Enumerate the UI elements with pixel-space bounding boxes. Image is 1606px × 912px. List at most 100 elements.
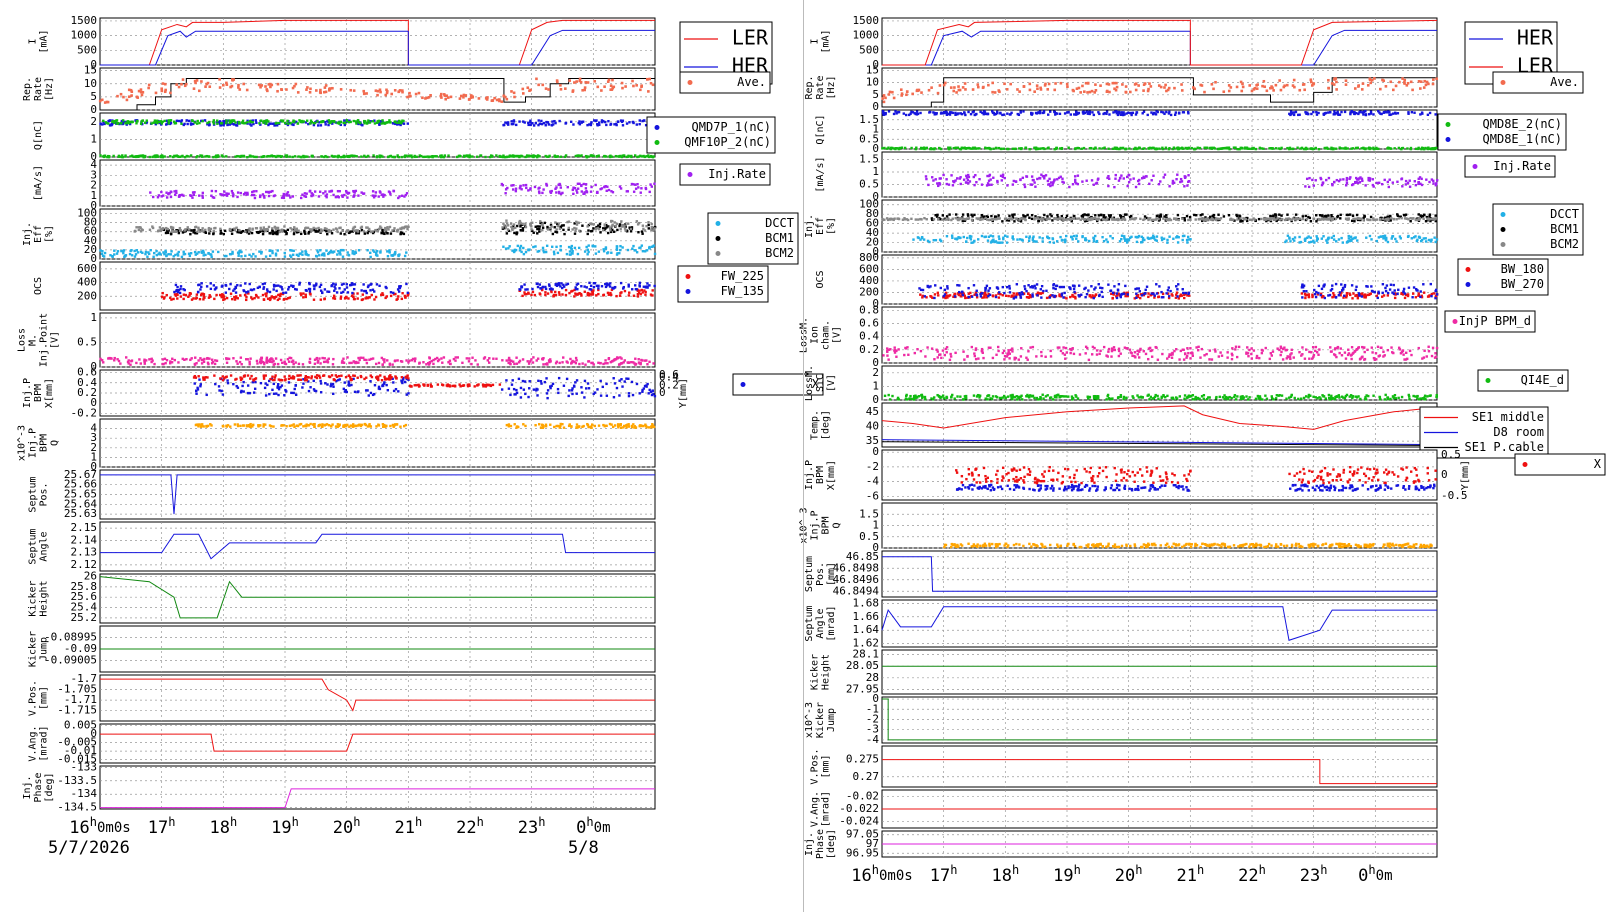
data-point xyxy=(374,376,378,379)
data-point xyxy=(1265,89,1269,93)
data-point xyxy=(1298,88,1302,92)
data-point xyxy=(268,155,271,158)
data-point xyxy=(381,292,384,295)
data-point xyxy=(218,293,222,297)
data-point xyxy=(1002,113,1006,116)
data-point xyxy=(245,229,248,232)
data-point xyxy=(172,255,175,258)
data-point xyxy=(570,389,574,392)
data-point xyxy=(565,252,569,256)
data-point xyxy=(538,155,541,158)
y-tick-label: 25.64 xyxy=(64,497,97,510)
data-point xyxy=(326,155,329,159)
data-point xyxy=(1387,147,1391,150)
data-point xyxy=(210,362,214,365)
data-point xyxy=(545,182,548,186)
data-point xyxy=(241,424,245,427)
data-point xyxy=(401,381,404,385)
data-point xyxy=(349,283,352,287)
legend-label: HER xyxy=(732,54,769,78)
y-axis-label: [V] xyxy=(50,331,61,349)
data-point xyxy=(888,90,892,94)
series-line-red xyxy=(100,733,655,752)
data-point xyxy=(1397,146,1401,150)
data-point xyxy=(495,154,498,157)
data-point xyxy=(251,227,254,230)
y-tick-label: -0.2 xyxy=(71,406,98,419)
data-point xyxy=(319,88,322,92)
data-point xyxy=(405,375,409,378)
data-point xyxy=(100,98,104,102)
data-point xyxy=(436,359,440,363)
data-point xyxy=(180,155,183,158)
data-point xyxy=(251,381,255,384)
data-point xyxy=(426,384,429,387)
data-point xyxy=(445,94,449,98)
data-point xyxy=(189,252,193,255)
data-point xyxy=(334,283,337,286)
y-tick-label: 10 xyxy=(84,77,97,90)
data-point xyxy=(543,380,547,384)
data-point xyxy=(266,297,270,300)
data-point xyxy=(199,383,202,386)
data-point xyxy=(504,155,507,159)
data-point xyxy=(231,194,235,198)
data-point xyxy=(634,357,637,360)
data-point xyxy=(442,155,446,159)
data-point xyxy=(577,154,580,157)
data-point xyxy=(170,298,173,301)
data-point xyxy=(952,146,955,150)
data-point xyxy=(371,231,375,235)
data-point xyxy=(232,382,235,386)
data-point xyxy=(232,357,235,360)
data-point xyxy=(652,244,656,247)
data-point xyxy=(222,295,225,299)
data-point xyxy=(625,426,628,429)
data-point xyxy=(969,112,973,116)
data-point xyxy=(357,361,360,364)
data-point xyxy=(479,154,482,157)
data-point xyxy=(905,90,909,93)
legend-box xyxy=(707,212,799,265)
data-point xyxy=(1119,113,1123,116)
data-point xyxy=(894,110,897,113)
data-point xyxy=(174,283,178,287)
data-point xyxy=(1008,113,1012,116)
data-point xyxy=(573,226,576,230)
data-point xyxy=(561,422,564,426)
data-point xyxy=(283,255,287,258)
data-point xyxy=(559,249,563,252)
data-point xyxy=(299,120,302,123)
data-point xyxy=(630,425,634,429)
data-point xyxy=(302,292,305,295)
data-point xyxy=(641,390,644,393)
data-point xyxy=(553,226,556,229)
data-point xyxy=(225,81,228,85)
data-point xyxy=(633,154,637,157)
data-point xyxy=(540,119,543,123)
data-point xyxy=(620,362,623,365)
data-point xyxy=(618,224,621,228)
data-point xyxy=(177,231,181,235)
data-point xyxy=(491,99,494,102)
x-tick-label: 19h xyxy=(271,815,299,839)
data-point xyxy=(340,291,343,294)
data-point xyxy=(503,224,506,227)
data-point xyxy=(509,222,513,225)
legend-swatch xyxy=(687,80,693,85)
data-point xyxy=(590,121,593,124)
data-point xyxy=(521,92,525,95)
data-point xyxy=(403,254,407,258)
data-point xyxy=(172,230,175,233)
data-point xyxy=(1047,113,1050,116)
data-point xyxy=(352,297,356,301)
data-point xyxy=(293,226,296,229)
data-point xyxy=(222,425,225,428)
data-point xyxy=(588,222,592,225)
data-point xyxy=(318,91,322,94)
panel-frame xyxy=(99,112,656,158)
data-point xyxy=(381,119,384,122)
y-axis-label: Inj.Point xyxy=(39,313,50,367)
data-point xyxy=(1372,77,1376,80)
data-point xyxy=(429,155,432,158)
